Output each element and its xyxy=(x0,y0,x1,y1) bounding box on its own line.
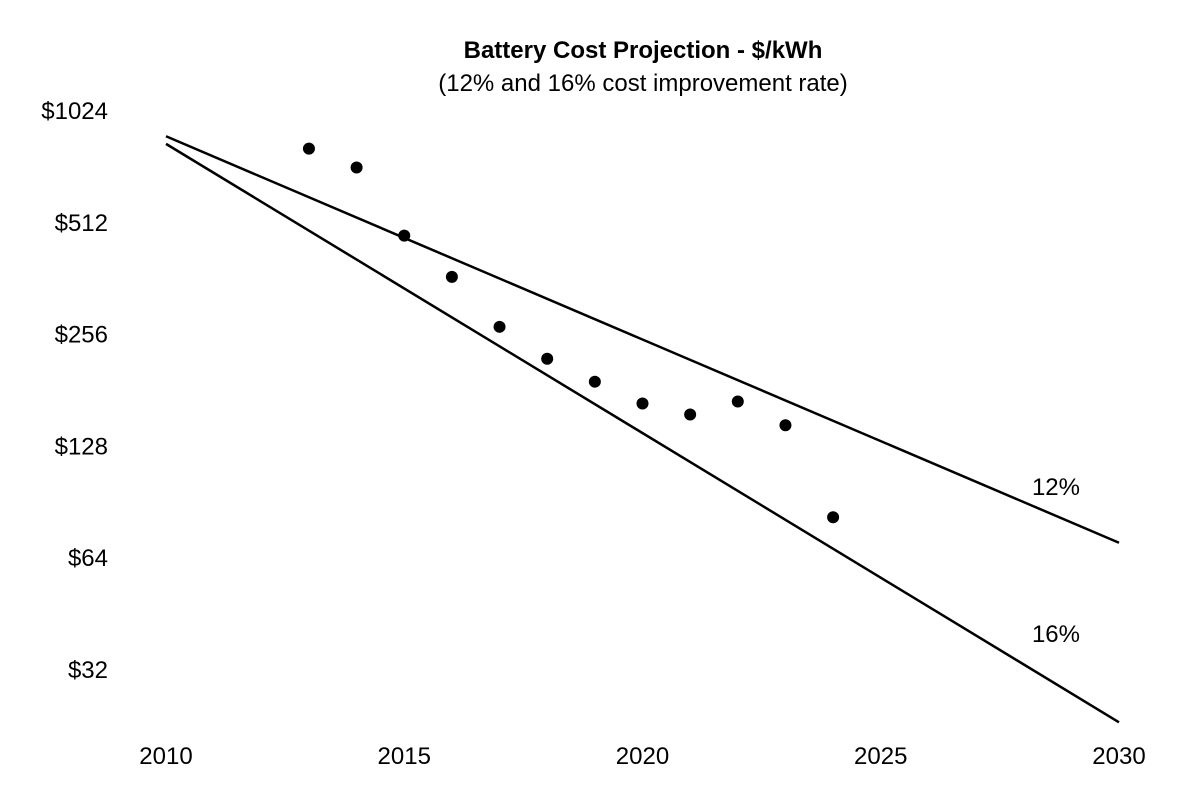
trend-line-16pct xyxy=(165,142,1120,724)
data-point xyxy=(493,320,506,333)
data-point xyxy=(779,419,792,432)
data-point xyxy=(588,375,601,388)
y-tick-label: $256 xyxy=(55,322,108,349)
y-axis-ticks: $1024 $512 $256 $128 $64 $32 xyxy=(41,98,108,684)
trend-lines xyxy=(165,135,1120,724)
y-tick-label: $1024 xyxy=(41,98,108,125)
y-tick-label: $32 xyxy=(68,657,108,684)
y-tick-label: $64 xyxy=(68,545,108,572)
chart-subtitle: (12% and 16% cost improvement rate) xyxy=(438,70,848,97)
data-point xyxy=(636,397,649,410)
x-tick-label: 2010 xyxy=(139,743,192,770)
data-points xyxy=(302,142,840,524)
data-point xyxy=(445,270,458,283)
data-point xyxy=(302,142,315,155)
data-point xyxy=(684,408,697,421)
y-tick-label: $128 xyxy=(55,433,108,460)
data-point xyxy=(541,352,554,365)
data-point xyxy=(731,395,744,408)
x-axis-ticks: 2010 2015 2020 2025 2030 xyxy=(139,743,1145,770)
data-point xyxy=(398,229,411,242)
data-point xyxy=(350,161,363,174)
x-tick-label: 2015 xyxy=(378,743,431,770)
chart-title: Battery Cost Projection - $/kWh xyxy=(464,37,823,64)
data-point xyxy=(827,511,840,524)
trend-line-12pct xyxy=(165,135,1120,544)
x-tick-label: 2030 xyxy=(1092,743,1145,770)
y-tick-label: $512 xyxy=(55,210,108,237)
series-labels: 12% 16% xyxy=(1032,474,1080,648)
x-tick-label: 2025 xyxy=(854,743,907,770)
x-tick-label: 2020 xyxy=(616,743,669,770)
series-label: 12% xyxy=(1032,474,1080,501)
series-label: 16% xyxy=(1032,621,1080,648)
